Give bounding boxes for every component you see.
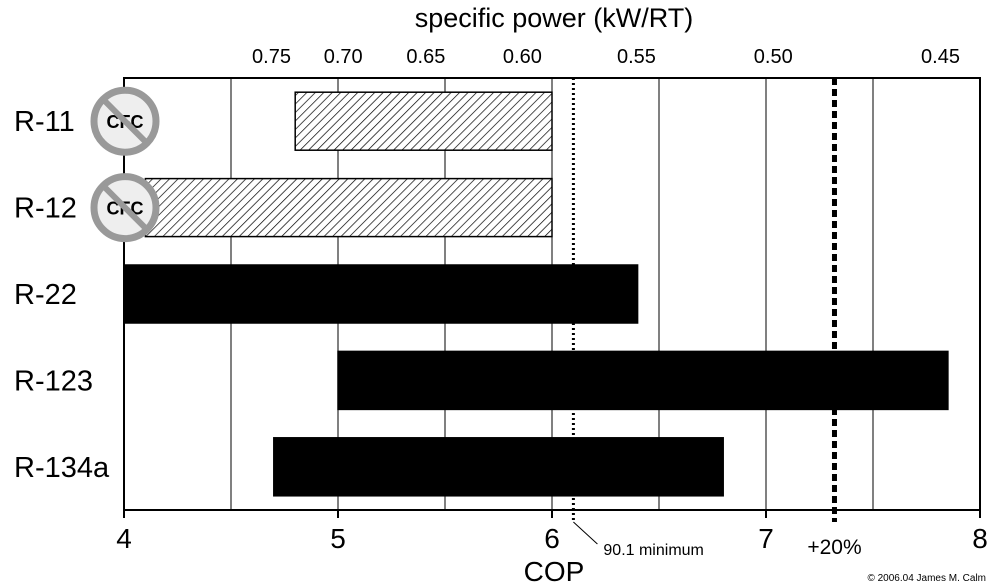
bottom-tick-label: 4 xyxy=(116,523,132,554)
category-labels: R-11 R-12 R-22 R-123 R-134a xyxy=(14,106,110,484)
bottom-tick-label: 7 xyxy=(758,523,774,554)
top-tick-label: 0.55 xyxy=(617,46,656,68)
top-tick-label: 0.75 xyxy=(252,46,291,68)
top-tick-label: 0.70 xyxy=(324,46,363,68)
top-axis-title: specific power (kW/RT) xyxy=(415,3,694,33)
bottom-tick-label: 5 xyxy=(330,523,346,554)
cfc-slash xyxy=(100,183,150,232)
cfc-slash xyxy=(100,97,150,146)
category-label: R-123 xyxy=(14,365,93,397)
reference-label-minimum: 90.1 minimum xyxy=(603,542,703,559)
reference-lines: 90.1 minimum +20% xyxy=(571,78,862,559)
top-tick-label: 0.65 xyxy=(406,46,445,68)
top-axis-ticks: 0.75 0.70 0.65 0.60 0.55 0.50 0.45 xyxy=(252,46,960,68)
top-tick-label: 0.60 xyxy=(503,46,542,68)
bar-r-134a xyxy=(273,437,724,497)
category-label: R-11 xyxy=(14,106,75,138)
bottom-tick-label: 6 xyxy=(544,523,560,554)
copyright-note: © 2006.04 James M. Calm xyxy=(867,573,986,584)
reference-leader xyxy=(573,521,598,545)
bottom-tick-label: 8 xyxy=(972,523,988,554)
category-label: R-22 xyxy=(14,279,77,311)
bar-r-22 xyxy=(123,264,639,324)
bar-r-11 xyxy=(294,91,553,151)
cfc-badges: CFCCFC xyxy=(90,86,160,243)
bottom-axis-title: COP xyxy=(524,556,585,586)
top-tick-label: 0.50 xyxy=(754,46,793,68)
category-label: R-134a xyxy=(14,452,110,484)
bar-r-123 xyxy=(337,350,949,411)
bottom-axis-ticks: 4 5 6 7 8 xyxy=(116,510,988,554)
reference-label-plus20: +20% xyxy=(807,536,861,559)
bar-r-12 xyxy=(144,177,553,238)
bars xyxy=(123,91,949,497)
top-tick-label: 0.45 xyxy=(921,46,960,68)
category-label: R-12 xyxy=(14,193,77,225)
